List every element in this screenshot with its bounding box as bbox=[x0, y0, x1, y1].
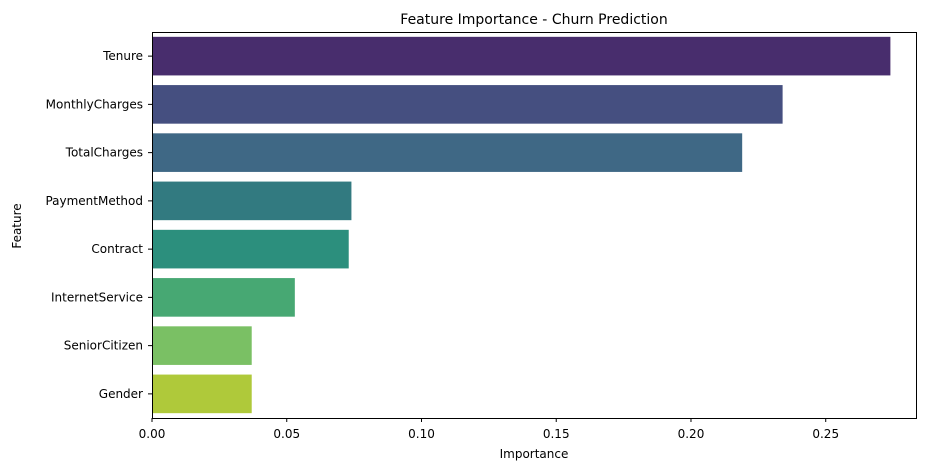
bar-tenure bbox=[152, 36, 891, 76]
y-tick-label: InternetService bbox=[51, 290, 143, 304]
bars-layer bbox=[152, 36, 891, 414]
x-axis-label: Importance bbox=[500, 447, 569, 461]
x-tick-label: 0.20 bbox=[678, 427, 705, 441]
y-tick-label: Contract bbox=[91, 242, 143, 256]
x-tick-label: 0.05 bbox=[273, 427, 300, 441]
x-tick-label: 0.10 bbox=[408, 427, 435, 441]
y-axis-ticks: Tenure MonthlyCharges TotalCharges PaymentM… bbox=[45, 49, 152, 401]
bar-internetservice bbox=[152, 278, 295, 317]
y-tick-label: MonthlyCharges bbox=[46, 97, 143, 111]
bar-monthlycharges bbox=[152, 85, 783, 124]
bar-gender bbox=[152, 374, 252, 414]
x-tick-label: 0.15 bbox=[543, 427, 570, 441]
x-tick-label: 0.00 bbox=[139, 427, 166, 441]
y-tick-label: Tenure bbox=[102, 49, 143, 63]
plot-frame bbox=[152, 32, 917, 419]
y-tick-label: PaymentMethod bbox=[45, 194, 143, 208]
x-tick-label: 0.25 bbox=[812, 427, 839, 441]
y-axis-label: Feature bbox=[10, 203, 24, 248]
bar-seniorcitizen bbox=[152, 326, 252, 365]
chart-title: Feature Importance - Churn Prediction bbox=[400, 12, 667, 28]
bar-contract bbox=[152, 229, 349, 269]
y-tick-label: TotalCharges bbox=[65, 146, 143, 160]
x-axis-ticks: 0.00 0.05 0.10 0.15 0.20 0.25 bbox=[139, 418, 839, 441]
bar-totalcharges bbox=[152, 133, 743, 172]
y-tick-label: Gender bbox=[99, 387, 143, 401]
bar-paymentmethod bbox=[152, 181, 352, 221]
y-tick-label: SeniorCitizen bbox=[64, 339, 143, 353]
